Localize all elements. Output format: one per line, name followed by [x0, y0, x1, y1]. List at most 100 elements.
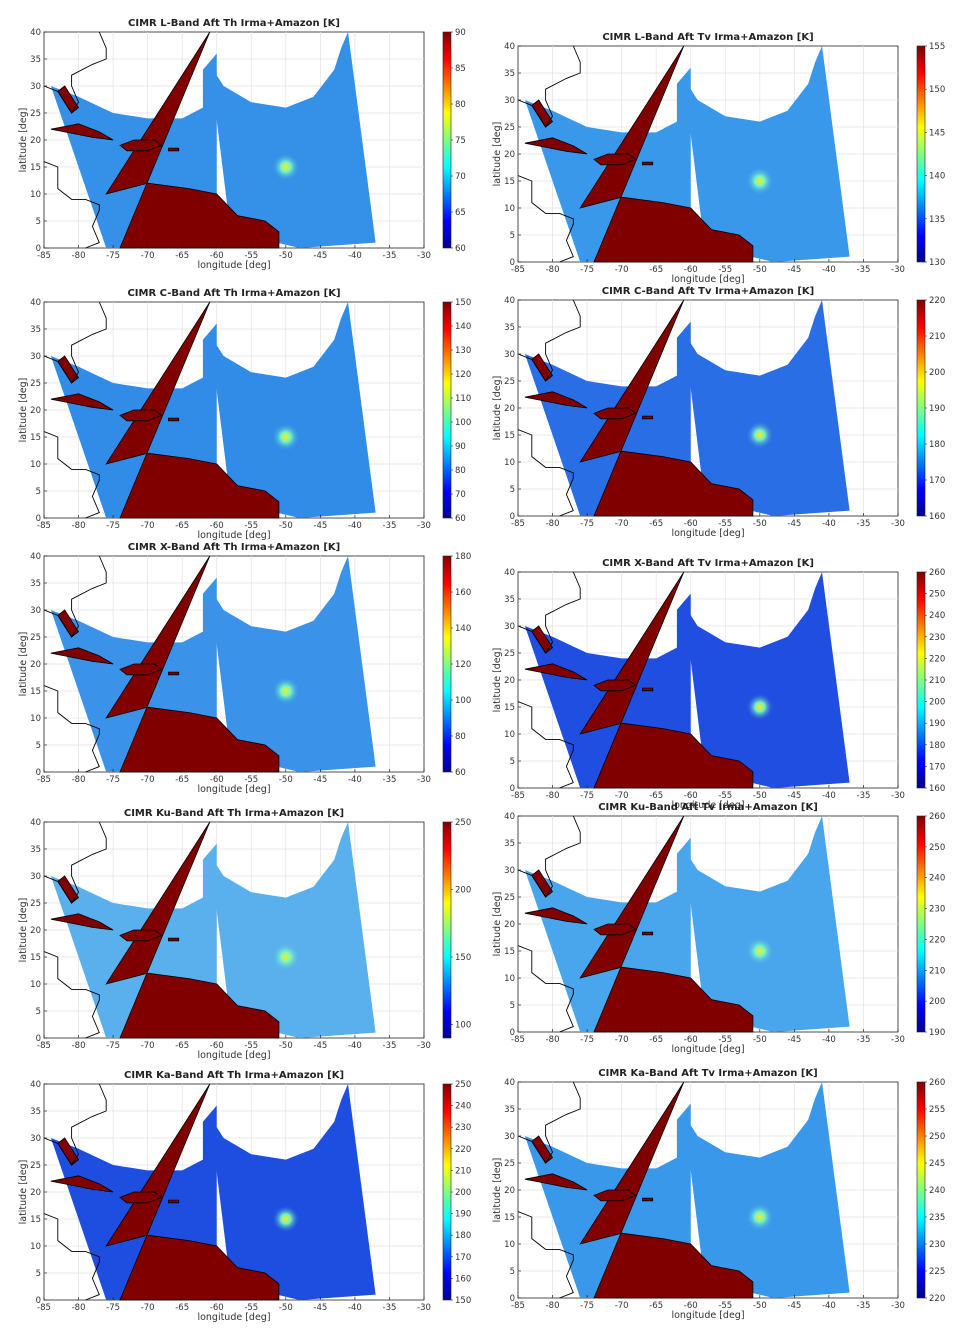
- storm-eye: [745, 937, 774, 965]
- x-tick-label: -50: [753, 1301, 767, 1311]
- coastline: [517, 299, 581, 382]
- x-tick-label: -85: [37, 1303, 51, 1313]
- y-tick-label: 15: [504, 1213, 515, 1223]
- map-panel: CIMR L-Band Aft Tv Irma+Amazon [K] -85 -80…: [482, 30, 952, 292]
- colorbar-tick-label: 75: [455, 136, 466, 146]
- y-tick-label: 15: [504, 947, 515, 957]
- coastline: [517, 701, 574, 789]
- storm-eye: [745, 421, 774, 449]
- land-mask: [524, 391, 588, 409]
- map-svg: CIMR Ka-Band Aft Th Irma+Amazon [K] -85 -8…: [18, 1070, 471, 1323]
- y-tick-label: 0: [36, 1034, 41, 1044]
- x-tick-label: -35: [857, 265, 871, 275]
- colorbar: [916, 1081, 926, 1299]
- x-tick-label: -40: [348, 1303, 362, 1313]
- y-tick-label: 25: [504, 649, 515, 659]
- land-mask: [119, 663, 163, 676]
- x-tick-label: -30: [417, 521, 431, 531]
- coastline: [517, 571, 581, 654]
- colorbar: [442, 1083, 452, 1301]
- land-mask: [50, 913, 114, 931]
- y-tick-label: 0: [36, 514, 41, 524]
- y-tick-label: 25: [504, 893, 515, 903]
- x-tick-label: -60: [210, 521, 224, 531]
- colorbar-tick-label: 100: [455, 418, 471, 428]
- swath: [683, 46, 850, 262]
- x-tick-label: -30: [891, 791, 905, 801]
- x-tick-label: -65: [175, 1041, 189, 1051]
- land-mask: [50, 647, 114, 665]
- colorbar-tick-label: 160: [455, 588, 471, 598]
- y-tick-label: 20: [30, 406, 41, 416]
- x-tick-label: -60: [684, 265, 698, 275]
- y-tick-label: 20: [30, 926, 41, 936]
- y-axis-label: latitude [deg]: [18, 898, 29, 963]
- x-tick-label: -80: [72, 1041, 86, 1051]
- x-tick-label: -65: [649, 265, 663, 275]
- y-axis-label: latitude [deg]: [492, 1158, 503, 1223]
- colorbar-tick-label: 190: [929, 1028, 945, 1038]
- y-tick-label: 30: [30, 352, 41, 362]
- panel-title: CIMR C-Band Aft Th Irma+Amazon [K]: [127, 288, 340, 299]
- storm-eye: [271, 423, 300, 451]
- y-tick-label: 20: [504, 1186, 515, 1196]
- x-tick-label: -85: [511, 519, 525, 529]
- x-tick-label: -55: [718, 1301, 732, 1311]
- y-axis-label: latitude [deg]: [18, 378, 29, 443]
- y-tick-label: 15: [30, 687, 41, 697]
- colorbar-tick-label: 240: [455, 1102, 471, 1112]
- x-tick-label: -50: [279, 251, 293, 261]
- x-tick-label: -80: [546, 1301, 560, 1311]
- x-tick-label: -75: [106, 251, 120, 261]
- colorbar-tick-label: 65: [455, 208, 466, 218]
- y-tick-label: 40: [504, 42, 515, 52]
- x-tick-label: -70: [141, 251, 155, 261]
- y-tick-label: 5: [36, 1269, 41, 1279]
- y-tick-label: 5: [510, 757, 515, 767]
- x-tick-label: -35: [383, 251, 397, 261]
- y-tick-label: 30: [504, 866, 515, 876]
- land-mask: [641, 415, 654, 420]
- y-tick-label: 30: [30, 872, 41, 882]
- map-panel: CIMR Ka-Band Aft Th Irma+Amazon [K] -85 -8…: [8, 1068, 478, 1330]
- y-tick-label: 35: [30, 1107, 41, 1117]
- y-tick-label: 15: [30, 953, 41, 963]
- colorbar-tick-label: 90: [455, 442, 466, 452]
- y-tick-label: 30: [504, 96, 515, 106]
- x-tick-label: -30: [891, 265, 905, 275]
- x-tick-label: -85: [511, 1035, 525, 1045]
- y-tick-label: 15: [504, 431, 515, 441]
- y-tick-label: 10: [504, 730, 515, 740]
- x-tick-label: -35: [383, 521, 397, 531]
- x-tick-label: -55: [244, 775, 258, 785]
- land-mask: [579, 815, 754, 1033]
- y-tick-label: 10: [30, 1242, 41, 1252]
- x-axis-label: longitude [deg]: [671, 1310, 744, 1321]
- panel-title: CIMR Ka-Band Aft Tv Irma+Amazon [K]: [598, 1068, 817, 1079]
- x-tick-label: -45: [313, 251, 327, 261]
- x-tick-label: -85: [37, 251, 51, 261]
- land-mask: [579, 299, 754, 517]
- x-tick-label: -65: [649, 1035, 663, 1045]
- colorbar-tick-label: 250: [455, 1080, 471, 1090]
- colorbar-tick-label: 170: [929, 762, 945, 772]
- land-mask: [641, 931, 654, 936]
- colorbar-tick-label: 220: [929, 935, 945, 945]
- land-mask: [167, 671, 180, 676]
- x-tick-label: -35: [383, 775, 397, 785]
- x-tick-label: -75: [106, 775, 120, 785]
- x-tick-label: -85: [511, 1301, 525, 1311]
- y-tick-label: 40: [504, 296, 515, 306]
- colorbar-tick-label: 260: [929, 568, 945, 578]
- y-tick-label: 20: [504, 150, 515, 160]
- colorbar-tick-label: 220: [455, 1145, 471, 1155]
- x-tick-label: -40: [348, 1041, 362, 1051]
- y-tick-label: 40: [504, 568, 515, 578]
- map-svg: CIMR L-Band Aft Tv Irma+Amazon [K] -85 -80…: [492, 32, 945, 285]
- land-mask: [524, 137, 588, 155]
- storm-eye: [271, 153, 300, 181]
- coastline: [517, 45, 581, 128]
- colorbar-tick-label: 260: [929, 1078, 945, 1088]
- land-mask: [167, 147, 180, 152]
- x-tick-label: -60: [210, 1041, 224, 1051]
